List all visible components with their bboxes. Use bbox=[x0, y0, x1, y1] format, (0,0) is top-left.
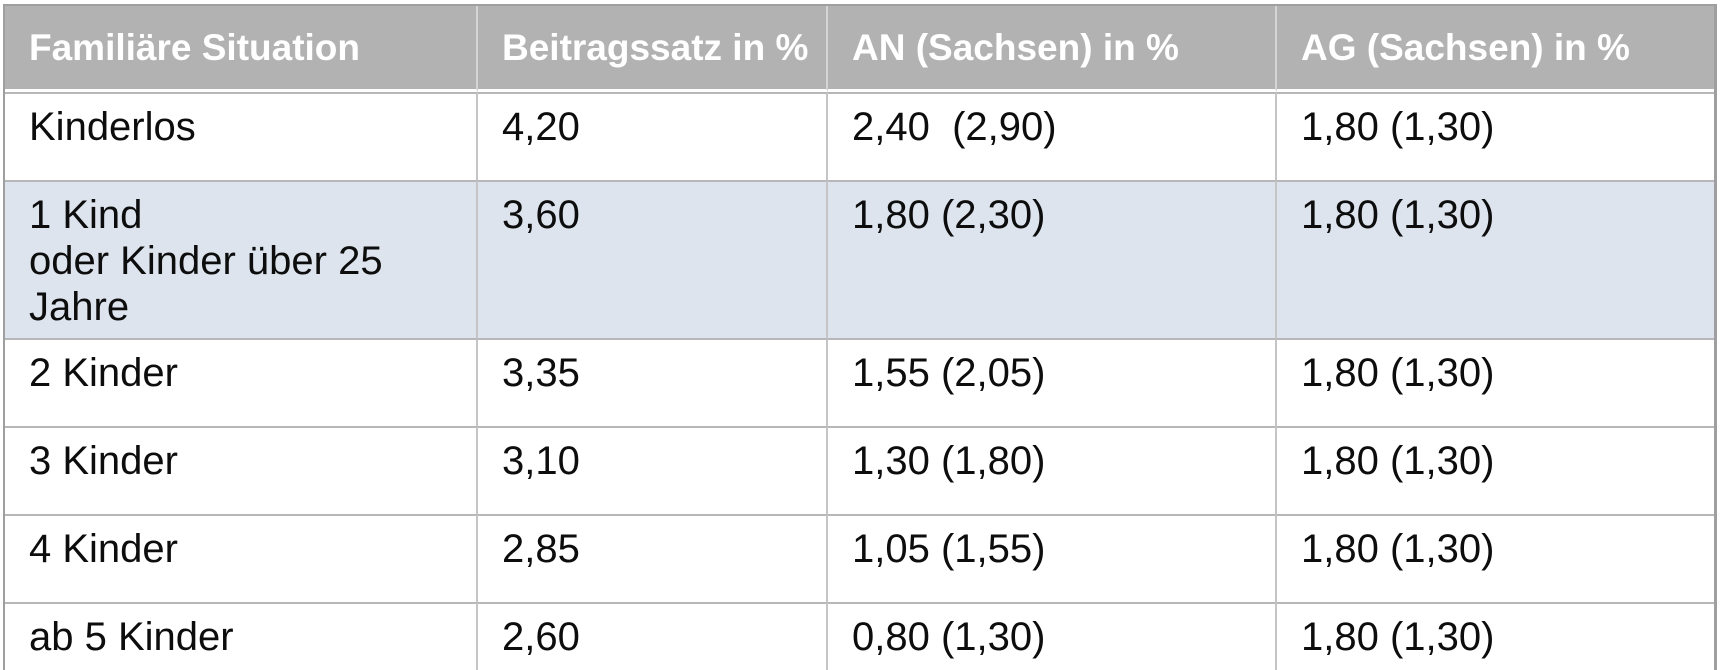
cell-an: 1,80 (2,30) bbox=[828, 180, 1277, 338]
table-row-1-kind: 1 Kind oder Kinder über 25 Jahre 3,60 1,… bbox=[5, 180, 1714, 338]
table-row-4-kinder: 4 Kinder 2,85 1,05 (1,55) 1,80 (1,30) bbox=[5, 514, 1714, 602]
cell-beitragssatz: 3,10 bbox=[478, 426, 828, 514]
cell-ag: 1,80 (1,30) bbox=[1277, 426, 1714, 514]
cell-ag: 1,80 (1,30) bbox=[1277, 514, 1714, 602]
cell-an: 1,05 (1,55) bbox=[828, 514, 1277, 602]
cell-an: 0,80 (1,30) bbox=[828, 602, 1277, 670]
table-row-ab-5-kinder: ab 5 Kinder 2,60 0,80 (1,30) 1,80 (1,30) bbox=[5, 602, 1714, 670]
cell-ag: 1,80 (1,30) bbox=[1277, 338, 1714, 426]
cell-situation: ab 5 Kinder bbox=[5, 602, 478, 670]
cell-ag: 1,80 (1,30) bbox=[1277, 180, 1714, 338]
cell-beitragssatz: 2,85 bbox=[478, 514, 828, 602]
table-header-row: Familiäre Situation Beitragssatz in % AN… bbox=[5, 6, 1714, 92]
cell-situation: 2 Kinder bbox=[5, 338, 478, 426]
table-row-kinderlos: Kinderlos 4,20 2,40 (2,90) 1,80 (1,30) bbox=[5, 92, 1714, 180]
column-header-an-sachsen: AN (Sachsen) in % bbox=[828, 6, 1277, 92]
table-row-3-kinder: 3 Kinder 3,10 1,30 (1,80) 1,80 (1,30) bbox=[5, 426, 1714, 514]
cell-beitragssatz: 3,35 bbox=[478, 338, 828, 426]
cell-situation: 4 Kinder bbox=[5, 514, 478, 602]
cell-ag: 1,80 (1,30) bbox=[1277, 92, 1714, 180]
cell-situation: Kinderlos bbox=[5, 92, 478, 180]
cell-an: 1,55 (2,05) bbox=[828, 338, 1277, 426]
cell-beitragssatz: 3,60 bbox=[478, 180, 828, 338]
column-header-beitragssatz: Beitragssatz in % bbox=[478, 6, 828, 92]
cell-situation: 1 Kind oder Kinder über 25 Jahre bbox=[5, 180, 478, 338]
cell-beitragssatz: 2,60 bbox=[478, 602, 828, 670]
cell-ag: 1,80 (1,30) bbox=[1277, 602, 1714, 670]
table-row-2-kinder: 2 Kinder 3,35 1,55 (2,05) 1,80 (1,30) bbox=[5, 338, 1714, 426]
cell-situation: 3 Kinder bbox=[5, 426, 478, 514]
cell-an: 2,40 (2,90) bbox=[828, 92, 1277, 180]
column-header-familiaere-situation: Familiäre Situation bbox=[5, 6, 478, 92]
cell-beitragssatz: 4,20 bbox=[478, 92, 828, 180]
column-header-ag-sachsen: AG (Sachsen) in % bbox=[1277, 6, 1714, 92]
care-insurance-rates-table: Familiäre Situation Beitragssatz in % AN… bbox=[3, 4, 1717, 670]
cell-an: 1,30 (1,80) bbox=[828, 426, 1277, 514]
